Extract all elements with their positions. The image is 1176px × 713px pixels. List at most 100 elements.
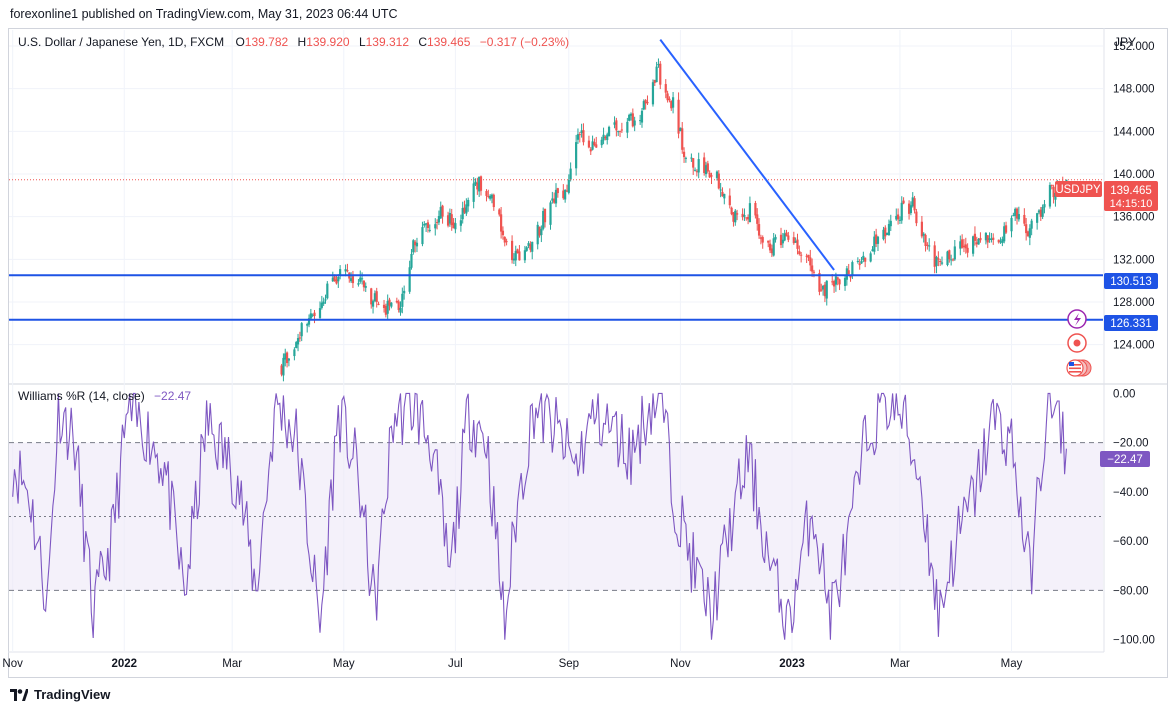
candle (798, 245, 801, 256)
candle (1014, 207, 1017, 221)
candle (926, 242, 929, 250)
candle (331, 271, 334, 282)
candle-body (476, 182, 479, 190)
candle-body (551, 198, 554, 201)
candle-body (565, 190, 569, 192)
candle (1025, 217, 1028, 241)
candle-body (500, 214, 503, 232)
candle (403, 285, 406, 300)
candle-body (467, 199, 470, 207)
candle-body (693, 169, 697, 171)
candle (721, 187, 724, 197)
candle (785, 229, 788, 237)
candle-body (1030, 220, 1033, 229)
candle-body (633, 120, 636, 126)
candle-body (832, 281, 836, 287)
candle (1001, 236, 1004, 247)
high-value: 139.920 (306, 35, 350, 49)
candle (920, 215, 923, 239)
candle (717, 170, 720, 190)
candle-body (1036, 213, 1039, 223)
candle-body (856, 260, 859, 262)
candle-body (834, 276, 838, 285)
candle-body (792, 237, 795, 244)
candle (772, 232, 775, 257)
candle (907, 200, 911, 220)
time-tick-label: Jul (448, 658, 463, 670)
candle-body (412, 240, 415, 253)
price-tick-label: 132.000 (1113, 254, 1155, 266)
candle-body (679, 127, 682, 132)
last-price-value: 139.465 (1110, 185, 1152, 197)
candle (695, 169, 698, 177)
candle-body (410, 253, 413, 268)
candle-body (593, 142, 596, 146)
candle-body (465, 204, 468, 214)
candle (589, 147, 592, 155)
candle (990, 232, 993, 243)
us-flag-icon[interactable] (1066, 359, 1092, 377)
candle-body (940, 262, 944, 264)
candle (657, 58, 660, 68)
candle-body (595, 144, 598, 148)
last-price-tag: USDJPY 139.465 14:15:10 (1055, 181, 1158, 211)
candle (898, 216, 902, 225)
candle (479, 175, 483, 196)
candle-body (884, 227, 887, 237)
candle-body (1023, 214, 1026, 224)
time-tick-label: May (333, 658, 355, 670)
candle (311, 313, 314, 318)
candle-body (704, 165, 708, 175)
level-tag-upper: 130.513 (1104, 273, 1158, 289)
candle-body (600, 139, 603, 146)
candle-body (794, 241, 797, 243)
candle-body (851, 262, 854, 276)
candle (1017, 206, 1020, 222)
candle-body (900, 202, 903, 221)
candle-body (423, 223, 426, 226)
candle (591, 135, 594, 151)
candle-body (587, 140, 591, 148)
candle-body (717, 173, 720, 189)
candle (490, 193, 494, 204)
candle-body (818, 272, 821, 292)
candle-body (926, 244, 929, 246)
candle (951, 258, 955, 262)
candle-body (757, 224, 761, 236)
candle-body (408, 267, 411, 292)
candle-body (287, 358, 291, 361)
candle-body (441, 205, 444, 217)
candle (565, 184, 569, 192)
candle-body (937, 258, 940, 260)
candle (412, 239, 415, 255)
candle-body (975, 242, 978, 245)
candle (911, 192, 914, 208)
candle-body (950, 259, 953, 261)
lightning-icon[interactable] (1067, 309, 1087, 329)
candle (832, 279, 836, 293)
candle (655, 61, 658, 83)
candle (895, 208, 898, 221)
candle (489, 194, 492, 201)
record-icon[interactable] (1067, 333, 1087, 353)
price-tick-label: 140.000 (1113, 169, 1155, 181)
footer-brand[interactable]: TradingView (10, 687, 110, 702)
candle (618, 130, 622, 138)
candle (397, 299, 400, 313)
candle (999, 237, 1002, 244)
candle-body (984, 232, 988, 241)
candle-body (602, 134, 605, 141)
candle (320, 295, 323, 310)
indicator-value-tag: −22.47 (1100, 451, 1150, 467)
candle-body (569, 168, 572, 180)
candle (313, 309, 316, 324)
candle (538, 226, 541, 238)
candle (295, 340, 298, 349)
candle (659, 61, 662, 90)
candle-body (695, 171, 698, 173)
candle-body (428, 229, 431, 231)
candle-body (728, 195, 731, 206)
candle-body (606, 134, 609, 141)
candle (730, 206, 733, 216)
